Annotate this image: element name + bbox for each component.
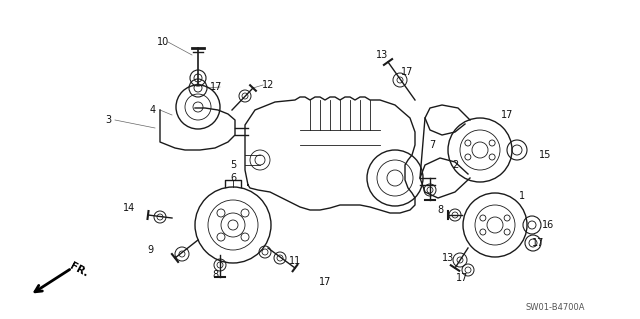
Text: 9: 9 bbox=[147, 245, 153, 255]
Text: 13: 13 bbox=[442, 253, 454, 263]
Text: 10: 10 bbox=[157, 37, 169, 47]
Text: 17: 17 bbox=[319, 277, 331, 287]
Text: 17: 17 bbox=[210, 82, 222, 92]
Text: 17: 17 bbox=[501, 110, 513, 120]
Text: 15: 15 bbox=[539, 150, 551, 160]
Text: 6: 6 bbox=[230, 173, 236, 183]
Text: 11: 11 bbox=[289, 256, 301, 266]
Text: 12: 12 bbox=[262, 80, 274, 90]
Text: 3: 3 bbox=[105, 115, 111, 125]
Text: 16: 16 bbox=[542, 220, 554, 230]
Text: SW01-B4700A: SW01-B4700A bbox=[525, 303, 585, 313]
Text: 8: 8 bbox=[437, 205, 443, 215]
Text: 17: 17 bbox=[456, 273, 468, 283]
Text: 7: 7 bbox=[429, 140, 435, 150]
Text: 4: 4 bbox=[150, 105, 156, 115]
Text: 17: 17 bbox=[532, 238, 544, 248]
Text: FR.: FR. bbox=[68, 261, 90, 279]
Text: 1: 1 bbox=[519, 191, 525, 201]
Text: 13: 13 bbox=[376, 50, 388, 60]
Text: 2: 2 bbox=[452, 160, 458, 170]
Text: 5: 5 bbox=[230, 160, 236, 170]
Text: 17: 17 bbox=[401, 67, 413, 77]
Text: 8: 8 bbox=[212, 270, 218, 280]
Text: 14: 14 bbox=[123, 203, 135, 213]
